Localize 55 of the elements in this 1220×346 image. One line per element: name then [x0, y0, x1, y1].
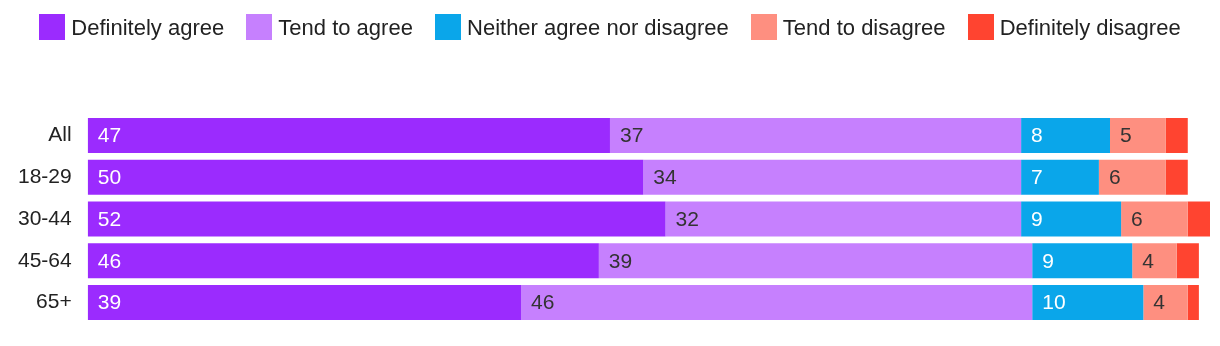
data-label: 4 [1153, 290, 1166, 314]
bar [665, 201, 1022, 237]
data-label: 6 [1108, 165, 1121, 189]
data-label: 39 [608, 248, 633, 272]
data-label: 52 [97, 206, 122, 230]
data-label: 32 [675, 206, 699, 230]
data-label: 34 [653, 165, 677, 189]
bar [1032, 285, 1144, 320]
data-label: 47 [97, 123, 122, 147]
bar [1187, 285, 1199, 320]
data-label: 39 [97, 290, 122, 314]
bar [1143, 285, 1188, 320]
bar [1121, 201, 1188, 237]
data-label: 8 [1031, 123, 1043, 147]
bar [1165, 118, 1188, 153]
y-tick-label: All [48, 122, 72, 146]
data-label: 6 [1131, 206, 1143, 230]
bar [1109, 118, 1166, 153]
data-label: 10 [1042, 290, 1066, 314]
bar [1165, 159, 1188, 195]
data-label: 37 [619, 123, 644, 147]
legend-label: Definitely disagree [998, 15, 1181, 40]
legend-label: Neither agree nor disagree [466, 15, 729, 40]
y-tick-label: 45-64 [17, 247, 73, 271]
bar [1021, 159, 1099, 195]
bar [1098, 159, 1166, 195]
legend-label: Tend to agree [277, 15, 413, 40]
bar [87, 159, 644, 195]
bar [1187, 201, 1210, 237]
bar [1021, 118, 1110, 153]
bar [87, 118, 610, 153]
bar [1132, 243, 1177, 279]
bar [1021, 201, 1122, 237]
bar [1032, 243, 1133, 279]
data-label: 50 [97, 165, 122, 189]
legend-label: Tend to disagree [781, 15, 946, 40]
bar [598, 243, 1033, 279]
data-label: 9 [1042, 248, 1054, 272]
bar [643, 159, 1022, 195]
y-tick-label: 65+ [36, 289, 72, 313]
data-label: 5 [1119, 123, 1132, 147]
y-tick-label: 30-44 [17, 205, 73, 229]
bar [521, 285, 1033, 320]
data-label: 9 [1031, 206, 1043, 230]
bar [87, 243, 599, 279]
data-label: 46 [97, 248, 122, 272]
data-label: 4 [1142, 248, 1155, 272]
legend-label: Definitely agree [70, 15, 225, 40]
bar [609, 118, 1022, 153]
data-label: 46 [531, 290, 555, 314]
bar [87, 201, 666, 237]
bar [87, 285, 522, 320]
y-tick-label: 18-29 [17, 164, 72, 188]
bar [1176, 243, 1199, 279]
data-label: 7 [1031, 165, 1043, 189]
